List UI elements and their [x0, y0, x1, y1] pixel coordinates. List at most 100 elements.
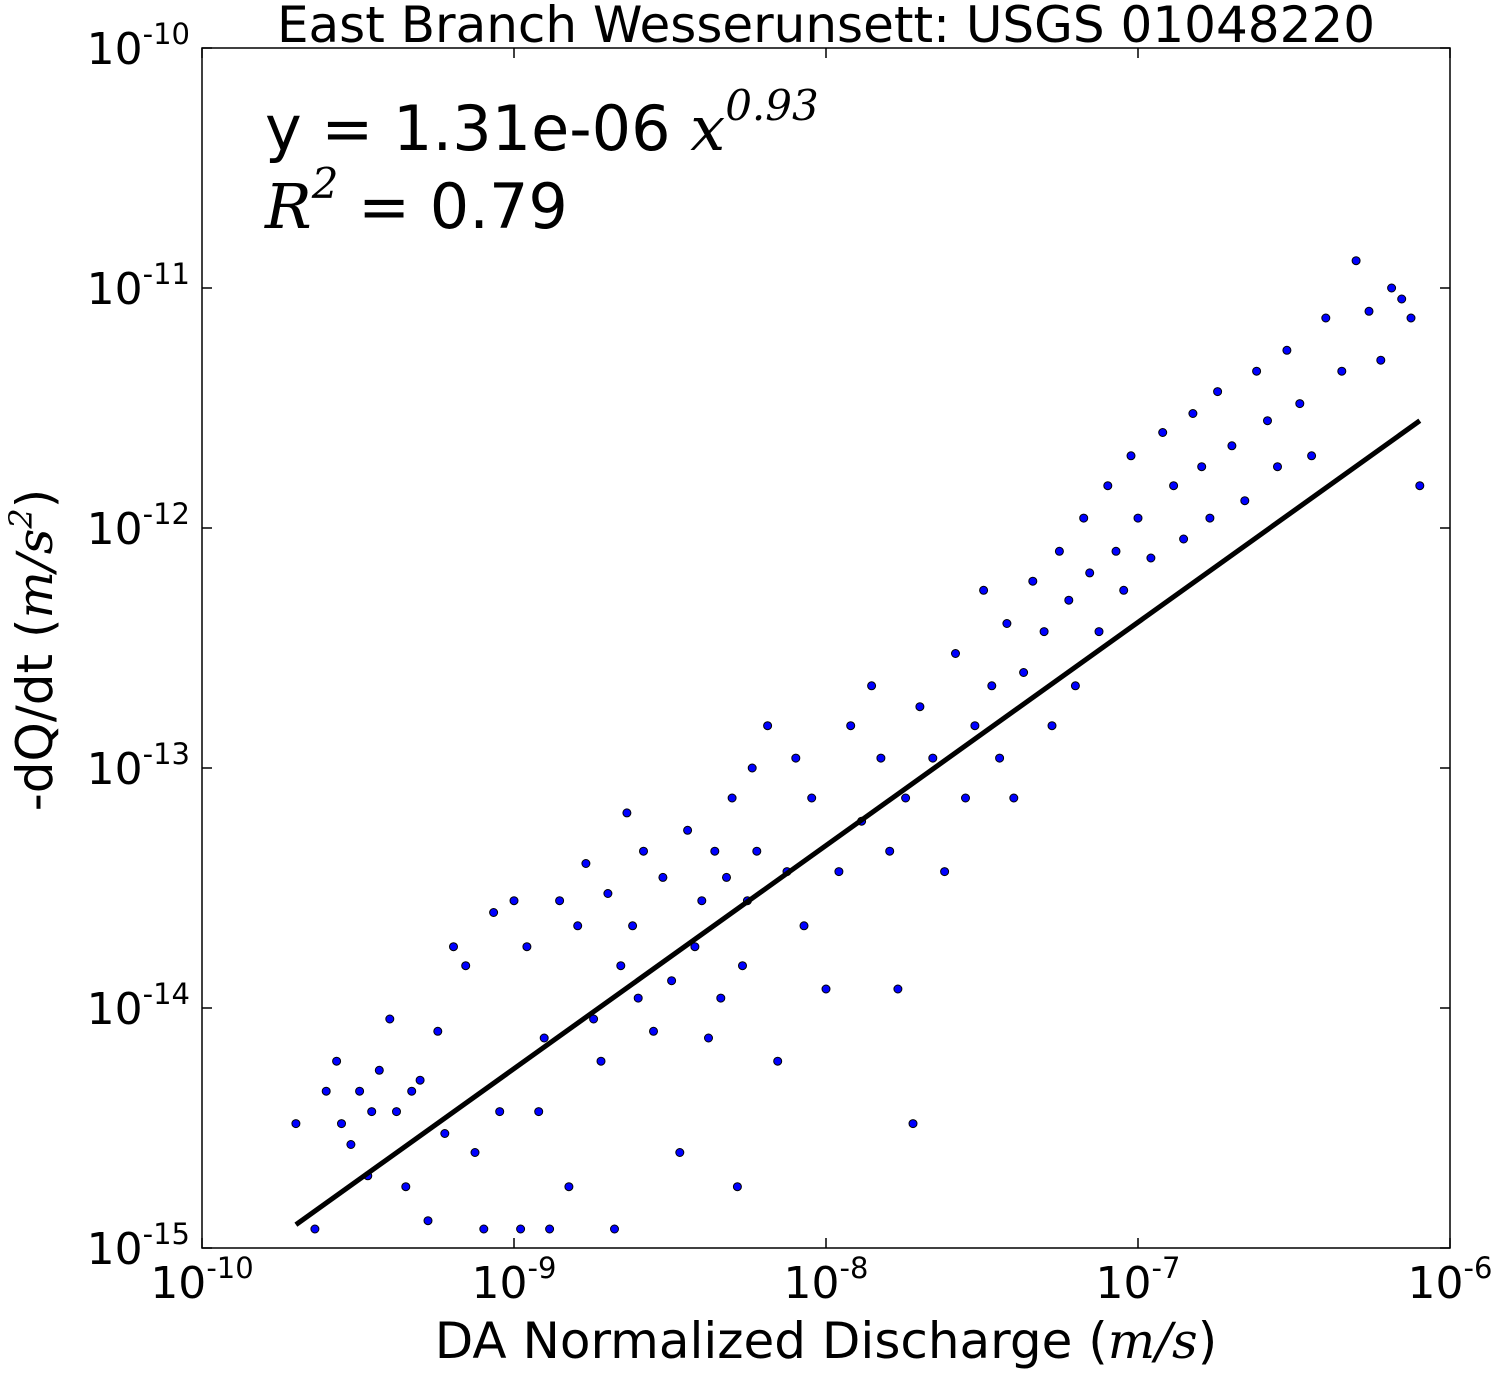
scatter-point	[987, 681, 997, 691]
scatter-point	[1019, 668, 1029, 677]
y-tick-label: 10-10	[87, 17, 190, 75]
scatter-point	[407, 1086, 417, 1096]
scatter-point	[1111, 546, 1121, 556]
scatter-point	[1002, 619, 1012, 628]
scatter-point	[893, 984, 903, 994]
scatter-point	[961, 793, 970, 803]
scatter-point	[970, 721, 980, 731]
scatter-point	[337, 1119, 346, 1129]
scatter-point	[1094, 627, 1104, 637]
scatter-point	[440, 1129, 450, 1138]
scatter-point	[995, 753, 1005, 763]
scatter-point	[704, 1033, 713, 1043]
scatter-point	[979, 585, 989, 595]
y-tick-label: 10-15	[87, 1217, 190, 1275]
scatter-point	[534, 1107, 544, 1117]
scatter-point	[522, 942, 532, 952]
scatter-point	[449, 942, 458, 952]
scatter-point	[1227, 441, 1237, 451]
scatter-point	[1028, 576, 1038, 586]
scatter-point	[321, 1086, 331, 1096]
scatter-point	[509, 896, 519, 906]
scatter-point	[773, 1056, 783, 1066]
scatter-point	[433, 1026, 443, 1036]
scatter-point	[1146, 553, 1156, 563]
scatter-point	[667, 976, 677, 986]
scatter-point	[846, 721, 856, 731]
scatter-point	[291, 1119, 301, 1129]
scatter-point	[876, 753, 886, 763]
scatter-point	[763, 721, 773, 731]
scatter-point	[690, 942, 700, 952]
r-squared-var: R	[264, 170, 312, 243]
scatter-point	[539, 1033, 549, 1043]
y-tick-label: 10-12	[87, 497, 190, 555]
scatter-point	[799, 921, 809, 931]
chart-title: East Branch Wesserunsett: USGS 01048220	[277, 0, 1375, 54]
scatter-point	[1273, 462, 1282, 472]
scatter-point	[516, 1224, 526, 1234]
y-axis-label: -dQ/dt (m/s2)	[2, 489, 64, 812]
fit-equation-var: x	[690, 92, 725, 165]
fit-equation: y = 1.31e-06 x0.93	[265, 81, 819, 165]
scatter-point	[722, 872, 731, 882]
scatter-point	[1397, 294, 1407, 304]
y-axis-label-text: -dQ/dt	[6, 654, 64, 811]
scatter-point	[1376, 355, 1386, 365]
scatter-point	[821, 984, 831, 994]
scatter-point	[1337, 366, 1347, 376]
scatter-point	[658, 872, 668, 882]
scatter-point	[470, 1148, 480, 1157]
scatter-point	[1205, 513, 1215, 523]
scatter-point	[752, 846, 762, 856]
scatter-point	[1263, 416, 1272, 426]
scatter-point	[1103, 481, 1113, 491]
scatter-point	[727, 793, 737, 803]
scatter-point	[461, 961, 471, 971]
scatter-point	[355, 1086, 365, 1096]
scatter-point	[1240, 496, 1250, 506]
y-tick-label: 10-14	[87, 977, 190, 1035]
scatter-point	[1307, 451, 1317, 461]
scatter-point	[1282, 345, 1292, 355]
scatter-point	[573, 921, 583, 931]
scatter-point	[423, 1216, 433, 1226]
x-axis-label-text: DA Normalized Discharge	[435, 1312, 1073, 1370]
scatter-point	[1009, 793, 1019, 803]
scatter-point	[1039, 627, 1049, 637]
x-tick-label: 10-8	[784, 1251, 869, 1309]
scatter-point	[1047, 721, 1057, 731]
scatter-point	[1079, 513, 1089, 523]
x-axis-ticks: 10-10 10-9 10-8 10-7 10-6	[150, 48, 1492, 1309]
y-axis-label-units-power: 2	[2, 508, 40, 529]
scatter-point	[633, 993, 643, 1003]
scatter-point	[675, 1148, 685, 1157]
scatter-point	[1295, 399, 1305, 409]
scatter-point	[1213, 387, 1223, 397]
scatter-point	[683, 825, 693, 835]
scatter-point	[928, 753, 938, 763]
scatter-point	[495, 1107, 505, 1117]
scatter-point	[1351, 256, 1361, 266]
scatter-point	[1119, 585, 1129, 595]
scatter-point	[545, 1224, 555, 1234]
y-tick-label: 10-11	[87, 257, 190, 315]
x-tick-label: 10-6	[1408, 1251, 1493, 1309]
fit-equation-prefix: y = 1.31e-06	[265, 92, 671, 165]
scatter-point	[791, 753, 801, 763]
fit-line	[294, 418, 1422, 1227]
scatter-point	[732, 1182, 742, 1192]
scatter-point	[649, 1026, 658, 1036]
scatter-point	[747, 763, 757, 773]
scatter-point	[885, 846, 895, 856]
scatter-point	[603, 889, 613, 898]
scatter-point	[940, 867, 950, 877]
fit-r-squared: R2 = 0.79	[264, 159, 568, 243]
scatter-point	[738, 961, 747, 971]
scatter-point	[710, 846, 720, 856]
scatter-point	[908, 1119, 918, 1129]
scatter-point	[1054, 546, 1064, 556]
scatter-point	[1064, 595, 1074, 605]
